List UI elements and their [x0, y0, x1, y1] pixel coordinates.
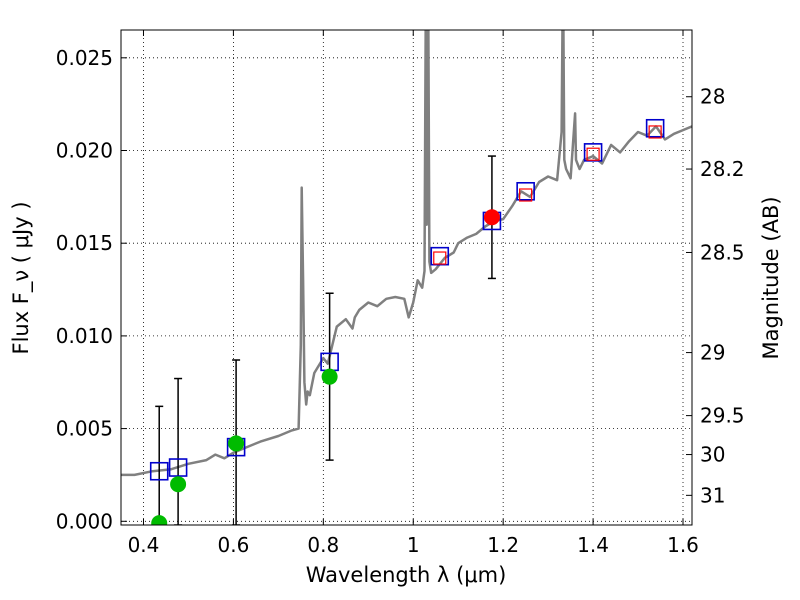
model-photometry-square: [583, 143, 603, 162]
model-photometry-square: [430, 246, 450, 266]
y-tick-label: 0.015: [56, 231, 113, 255]
sed-model-line: [121, 30, 692, 477]
model-photometry-square: [168, 458, 188, 477]
x-tick-label: 1: [407, 533, 420, 557]
jband-point: [483, 209, 500, 226]
x-tick-label: 0.4: [128, 533, 160, 557]
optical-point: [151, 515, 168, 525]
model-photometry-square: [516, 181, 535, 201]
right-tick-label: 29: [700, 341, 725, 365]
axis-ticks: 0.4 0.6 0.8 1 1.2 1.4 1.6 0.000 0.005 0.010 0.015 0…: [56, 30, 745, 557]
x-axis-label: Wavelength λ (μm): [306, 563, 507, 587]
plot-area: [121, 30, 692, 525]
x-tick-label: 1.6: [667, 533, 699, 557]
right-axis-label: Magnitude (AB): [759, 196, 783, 359]
x-tick-label: 1.2: [487, 533, 519, 557]
right-tick-label: 28: [700, 85, 725, 109]
optical-point: [170, 476, 187, 493]
grid-lines: [121, 30, 692, 525]
model-photometry-square: [645, 118, 665, 138]
observed-ir-square: [586, 147, 600, 161]
optical-point: [321, 368, 338, 385]
observed-ir-square: [519, 188, 533, 202]
y-tick-label: 0.000: [56, 509, 113, 533]
y-tick-label: 0.020: [56, 139, 113, 163]
x-tick-label: 1.4: [577, 533, 609, 557]
optical-point: [228, 435, 245, 452]
x-tick-label: 0.8: [307, 533, 339, 557]
plot-frame: [120, 29, 693, 526]
y-tick-label: 0.025: [56, 46, 113, 70]
y-tick-label: 0.010: [56, 324, 113, 348]
right-tick-label: 28.5: [700, 240, 745, 264]
y-axis-label: Flux F_ν ( μJy ): [9, 201, 34, 354]
observed-ir-square: [433, 251, 447, 265]
right-tick-label: 28.2: [700, 157, 745, 181]
right-tick-label: 29.5: [700, 404, 745, 428]
y-tick-label: 0.005: [56, 417, 113, 441]
model-photometry-square: [149, 461, 169, 481]
x-tick-label: 0.6: [217, 533, 249, 557]
right-tick-label: 30: [700, 443, 725, 467]
observed-ir-square: [648, 125, 662, 139]
right-tick-label: 31: [700, 483, 725, 507]
